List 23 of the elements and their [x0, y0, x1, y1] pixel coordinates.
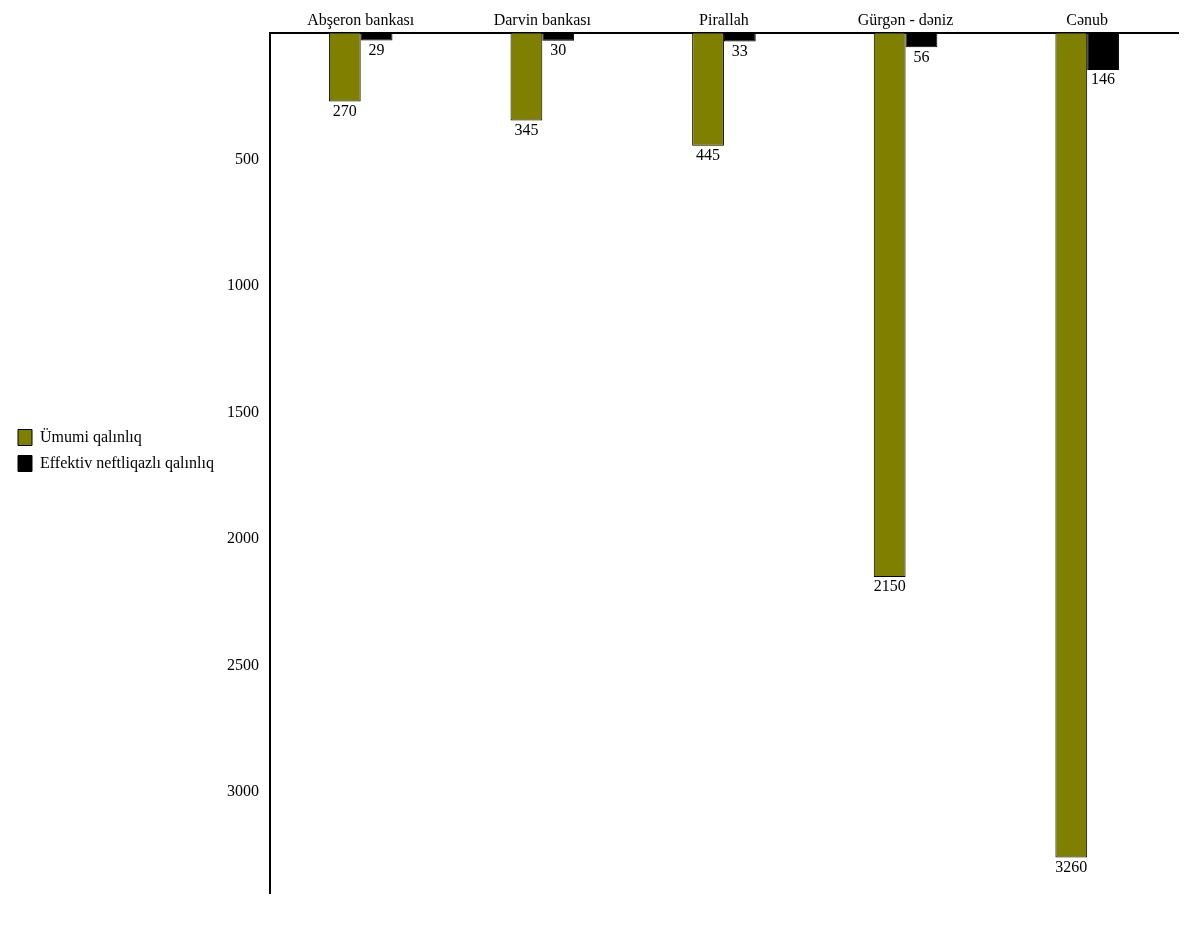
data-label: 29 [368, 40, 385, 58]
data-label: 33 [731, 41, 748, 59]
y-tick-label: 2000 [226, 529, 259, 547]
x-tick-label: Abşeron bankası [307, 10, 415, 29]
data-label: 270 [332, 101, 357, 119]
data-label: 146 [1091, 70, 1116, 88]
x-tick-label: Darvin bankası [493, 10, 592, 28]
x-tick-label: Cənub [1066, 10, 1109, 28]
legend-label: Ümumi qalınlıq [40, 427, 142, 446]
y-tick-label: 3000 [226, 782, 259, 800]
y-tick-label: 1500 [226, 402, 259, 420]
data-label: 56 [913, 47, 930, 65]
x-tick-label: Gürgən - dəniz [857, 10, 954, 29]
data-label: 30 [550, 40, 567, 58]
y-tick-label: 500 [234, 149, 259, 167]
data-label: 345 [514, 120, 539, 138]
x-tick-label: Pirallah [699, 10, 749, 28]
data-label: 2150 [873, 577, 906, 595]
y-tick-label: 2500 [226, 655, 259, 673]
data-label: 445 [696, 145, 721, 163]
y-tick-label: 1000 [226, 276, 259, 294]
data-label: 3260 [1055, 857, 1088, 875]
legend-label: Effektiv neftliqazlı qalınlıq [40, 453, 214, 472]
